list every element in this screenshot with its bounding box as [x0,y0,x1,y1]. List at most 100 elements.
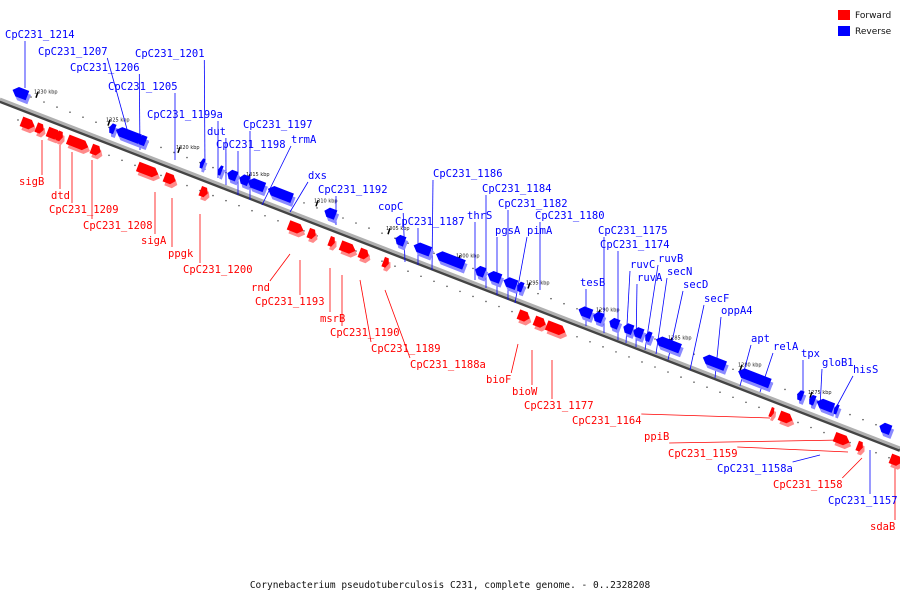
track-dot [485,300,487,303]
track-dot [212,194,214,197]
reverse-gene-arrow [809,394,819,410]
reverse-gene-arrow [879,422,895,439]
reverse-gene-arrow [413,242,434,261]
legend-swatch-forward [838,10,850,20]
scale-tick-label: 1280 kbp [738,363,762,369]
reverse-gene-arrow-body [436,251,466,270]
scale-tick [315,200,319,207]
track-dot [277,220,279,222]
track-dot [784,388,786,391]
reverse-gene-label: CpC231_1158a [717,463,793,475]
forward-gene-arrow [381,256,391,272]
reverse-gene-arrow [217,165,226,180]
backbone-shadow [0,99,900,452]
forward-gene-arrow [55,130,65,146]
reverse-gene-arrow [487,271,505,288]
scale-tick-label: 1305 kbp [386,226,410,232]
reverse-gene-label: secF [704,293,729,305]
reverse-gene-arrow [517,281,527,297]
track-dot [368,227,370,229]
scale-tick-label: 1315 kbp [246,172,270,178]
scale-tick [739,364,743,371]
reverse-gene-arrow [267,186,296,207]
reverse-gene-arrow [623,323,637,339]
reverse-gene-arrow [797,390,807,405]
track-dot [563,302,565,305]
track-dot [641,361,643,363]
forward-gene-arrow-body [888,453,900,466]
reverse-gene-label: CpC231_1205 [108,81,178,93]
scale-tick-label: 1295 kbp [526,281,550,287]
reverse-gene-label: CpC231_1186 [433,168,503,180]
reverse-gene-arrow-body [115,127,142,144]
scale-tick-label: 1310 kbp [314,198,338,204]
reverse-gene-arrow [436,251,468,274]
track-dot [511,310,513,313]
track-dot [407,242,409,245]
reverse-gene-label: CpC231_1197 [243,119,313,131]
reverse-gene-arrow [645,331,655,346]
forward-gene-arrow-body [357,247,369,260]
gene-labels: CpC231_1214 CpC231_1207 CpC231_1206 CpC231_… [5,29,898,533]
reverse-gene-label: CpC231_1182 [498,198,568,210]
reverse-gene-arrow-body [702,354,727,371]
reverse-gene-arrow-body [239,174,251,187]
forward-gene-label: sdaB [870,521,895,533]
reverse-gene-arrow [324,207,340,224]
reverse-gene-label: thrS [467,210,492,222]
forward-gene-arrow [65,134,90,154]
forward-gene-arrow [338,240,358,258]
reverse-gene-arrow-body [738,368,772,389]
track-dot [745,401,747,404]
track-dot [394,265,396,267]
reverse-gene-label: gloB1 [822,357,854,369]
reverse-gene-arrow-shadow [219,169,226,180]
backbone-line [0,97,900,450]
forward-gene-leader [669,439,843,444]
track-dot [121,159,123,162]
forward-gene-arrow-body [832,431,850,446]
reverse-gene-arrow [227,169,241,186]
reverse-gene-arrow-body [797,390,805,401]
track-dot [56,106,58,108]
forward-gene-arrow [532,315,548,332]
scale-tick [107,119,111,126]
forward-gene-arrow [832,431,852,450]
track-dot [446,285,448,288]
reverse-gene-label: CpC231_1174 [600,239,670,251]
track-dot [160,174,162,177]
track-dot [69,111,71,113]
reverse-gene-arrow-body [809,394,817,406]
reverse-gene-arrow-body [217,165,224,176]
forward-gene-arrow [286,220,306,238]
reverse-gene-label: secN [667,266,692,278]
forward-gene-arrow-body [338,240,356,254]
track-dot [732,368,734,371]
forward-gene-arrow-body [327,235,335,247]
reverse-gene-arrow-shadow [201,162,208,173]
track-dot [654,338,656,340]
reverse-gene-arrow-body [475,265,487,278]
reverse-gene-arrow [138,134,150,151]
reverse-gene-arrow-body [655,336,682,354]
track-dot [238,204,240,207]
track-dot [17,119,19,121]
forward-gene-label: CpC231_1159 [668,448,738,460]
reverse-gene-arrow-body [503,277,519,290]
reverse-gene-arrow-body [833,404,840,415]
forward-gene-arrow [162,172,178,189]
forward-gene-arrow-shadow [770,410,777,422]
forward-gene-leader [510,343,519,374]
legend-label-reverse: Reverse [855,27,892,37]
reverse-gene-label: pimA [527,225,553,237]
track-dot [225,199,227,202]
forward-gene-arrow [516,309,532,326]
track-dot [550,297,552,300]
track-dot [212,166,214,169]
forward-gene-label: CpC231_1188a [410,359,486,371]
reverse-gene-arrow-body [138,134,148,147]
reverse-gene-arrow-body [324,207,338,220]
forward-gene-arrow-body [162,172,176,185]
reverse-gene-label: tesB [580,277,605,289]
track-dot [342,217,344,219]
